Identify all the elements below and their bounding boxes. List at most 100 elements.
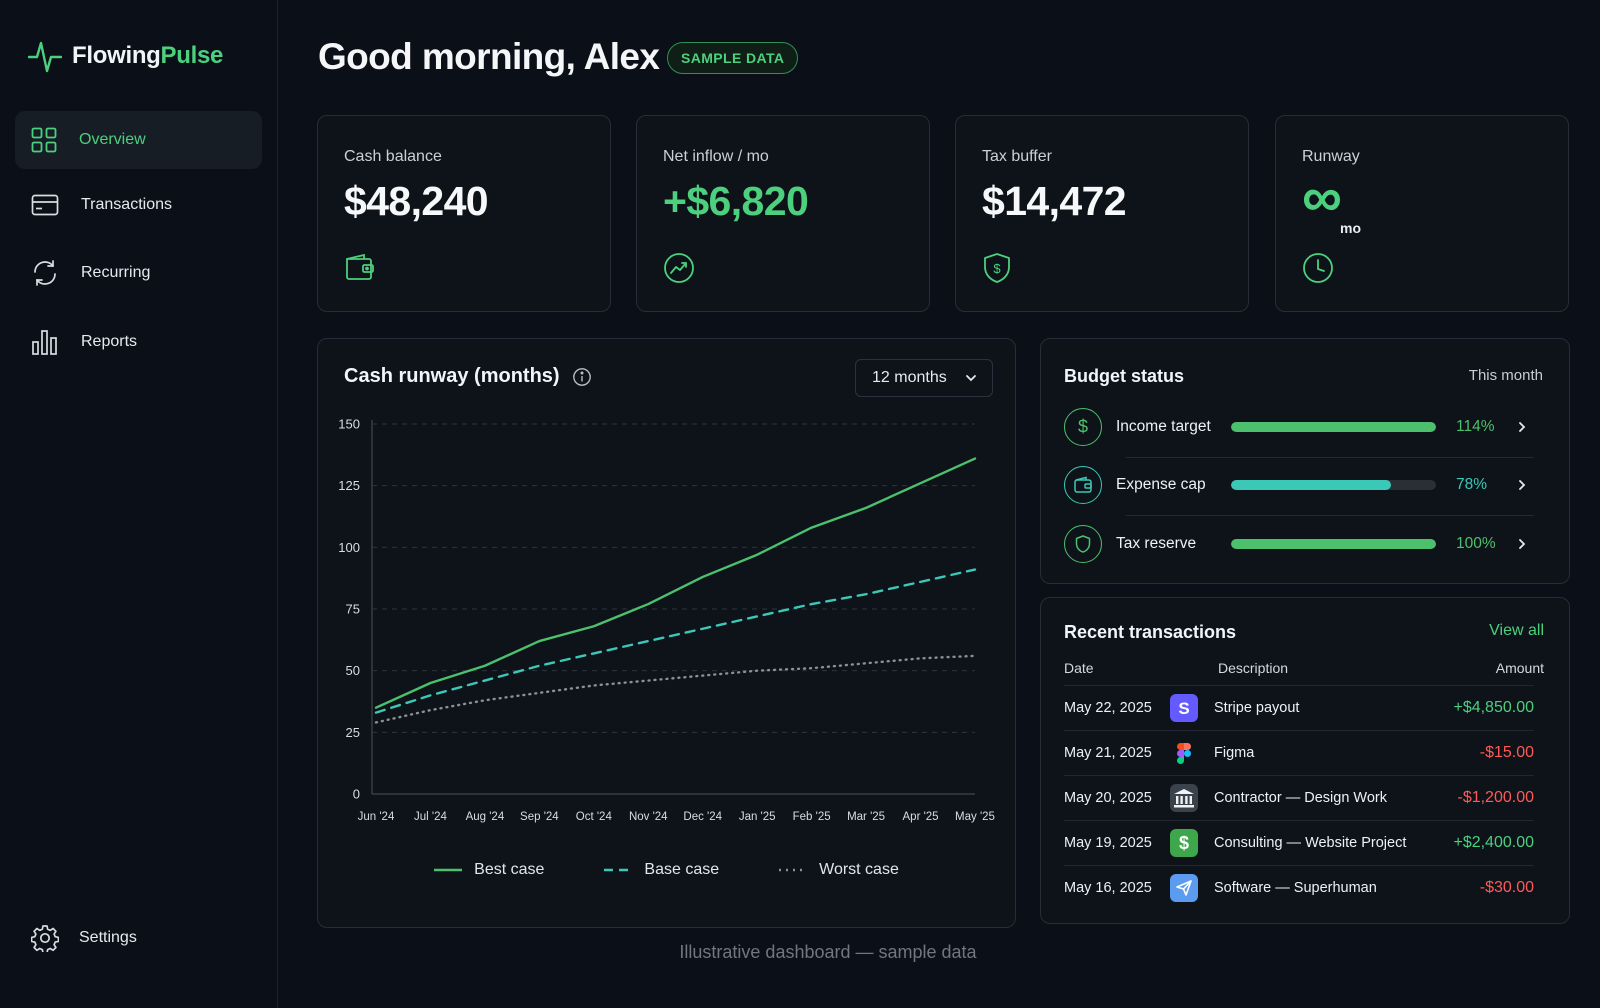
page-title: Good morning, Alex — [318, 36, 660, 77]
x-tick-label: Jan '25 — [739, 811, 776, 823]
budget-title: Budget status — [1064, 366, 1185, 386]
svg-text:$: $ — [1078, 417, 1088, 437]
info-icon[interactable] — [572, 367, 592, 387]
sidebar-item-reports[interactable]: Reports — [15, 313, 262, 371]
dollar-logo-icon: $ — [1170, 829, 1198, 857]
table-row[interactable]: May 16, 2025 Software — Superhuman -$30.… — [1064, 865, 1534, 910]
stat-card-net-inflow: Net inflow / mo +$6,820 — [636, 115, 930, 312]
stat-unit: mo — [1340, 220, 1361, 236]
range-select[interactable]: 12 months — [855, 359, 993, 397]
sidebar-item-transactions[interactable]: Transactions — [15, 176, 262, 234]
sample-data-badge: SAMPLE DATA — [667, 42, 799, 74]
stat-card-cash-balance: Cash balance $48,240 — [317, 115, 611, 312]
txn-description: Stripe payout — [1214, 700, 1300, 716]
range-select-value: 12 months — [872, 369, 947, 386]
budget-row-expense-cap[interactable]: Expense cap 78% — [1064, 456, 1534, 514]
table-row[interactable]: May 21, 2025 Figma -$15.00 — [1064, 730, 1534, 775]
table-row[interactable]: May 20, 2025 Contractor — Design Work -$… — [1064, 775, 1534, 820]
legend-label: Best case — [474, 861, 545, 878]
legend-item-best[interactable]: Best case — [434, 861, 544, 879]
txn-date: May 16, 2025 — [1064, 880, 1152, 896]
txn-date: May 22, 2025 — [1064, 700, 1152, 716]
x-tick-label: Mar '25 — [847, 811, 885, 823]
legend-item-worst[interactable]: Worst case — [779, 861, 899, 879]
main-content: Good morning, Alex SAMPLE DATA Cash bala… — [278, 0, 1600, 1008]
stripe-logo-icon: S — [1170, 694, 1198, 722]
sidebar-item-label: Reports — [81, 333, 138, 350]
sidebar-item-overview[interactable]: Overview — [15, 111, 262, 169]
x-tick-label: Apr '25 — [903, 811, 939, 823]
txn-description: Software — Superhuman — [1214, 880, 1377, 896]
txn-amount: -$30.00 — [1479, 879, 1534, 896]
txn-amount: +$4,850.00 — [1453, 699, 1534, 716]
x-tick-label: Aug '24 — [466, 811, 505, 823]
series-line-1 — [374, 568, 977, 714]
footer-note: Illustrative dashboard — sample data — [679, 942, 977, 962]
stat-label: Cash balance — [344, 148, 442, 165]
gear-icon — [31, 925, 59, 952]
transactions-title: Recent transactions — [1064, 622, 1237, 642]
column-header-amount: Amount — [1495, 660, 1544, 676]
budget-percent: 78% — [1456, 476, 1488, 493]
sidebar-item-label: Settings — [79, 929, 137, 946]
budget-percent: 114% — [1456, 418, 1495, 435]
txn-amount: -$1,200.00 — [1457, 789, 1534, 806]
x-tick-label: Jun '24 — [358, 811, 395, 823]
series-line-2 — [374, 654, 977, 724]
y-tick-label: 150 — [338, 417, 360, 432]
bank-icon — [1170, 784, 1198, 812]
legend-label: Base case — [644, 861, 720, 878]
stat-card-tax-buffer: Tax buffer $14,472 $ — [955, 115, 1249, 312]
budget-label: Income target — [1116, 418, 1211, 435]
y-tick-label: 125 — [338, 478, 360, 493]
view-all-link[interactable]: View all — [1489, 622, 1544, 639]
svg-text:$: $ — [993, 261, 1001, 276]
stat-label: Tax buffer — [982, 148, 1052, 165]
txn-date: May 19, 2025 — [1064, 835, 1152, 851]
sidebar-item-recurring[interactable]: Recurring — [15, 244, 262, 302]
chevron-right-icon — [1519, 422, 1526, 432]
column-header-description: Description — [1218, 660, 1289, 676]
budget-status-card: Budget status This month $ Income target… — [1040, 338, 1570, 584]
svg-text:S: S — [1178, 699, 1189, 717]
budget-label: Expense cap — [1116, 476, 1206, 493]
figma-logo-icon — [1170, 739, 1198, 767]
brand-logo[interactable]: FlowingPulse — [28, 38, 223, 74]
column-header-date: Date — [1064, 660, 1094, 676]
sidebar-item-settings[interactable]: Settings — [15, 909, 262, 967]
trend-up-icon — [664, 253, 694, 283]
progress-bar — [1231, 539, 1436, 549]
runway-line-chart: 0 25 50 75 100 125 150 Jun '24 Jul '24 Aug '24 Sep… — [338, 417, 995, 824]
chart-legend: Best case Base case Worst case — [318, 861, 1015, 879]
recent-transactions-card: Recent transactions View all Date Descri… — [1040, 597, 1570, 924]
shield-icon — [1064, 525, 1102, 563]
stat-card-runway: Runway ∞ mo — [1275, 115, 1569, 312]
chevron-right-icon — [1519, 539, 1526, 549]
y-tick-label: 75 — [346, 602, 360, 617]
sidebar-item-label: Overview — [79, 131, 146, 148]
row-divider — [1126, 457, 1534, 458]
y-tick-label: 50 — [346, 663, 360, 678]
budget-row-tax-reserve[interactable]: Tax reserve 100% — [1064, 515, 1534, 573]
series-line-0 — [374, 457, 977, 709]
budget-row-income-target[interactable]: $ Income target 114% — [1064, 398, 1534, 456]
txn-date: May 21, 2025 — [1064, 745, 1152, 761]
stat-label: Runway — [1302, 148, 1360, 165]
sidebar: FlowingPulse Overview Transactions Recur… — [0, 0, 278, 1008]
cash-runway-chart-card: Cash runway (months) 12 months 0 25 50 75 10… — [317, 338, 1016, 928]
card-icon — [31, 194, 59, 216]
table-row[interactable]: May 19, 2025 $ Consulting — Website Proj… — [1064, 820, 1534, 865]
legend-swatch-dashed — [604, 868, 633, 872]
legend-label: Worst case — [819, 861, 899, 878]
stat-value: ∞ — [1302, 165, 1342, 228]
x-tick-label: Sep '24 — [520, 811, 559, 823]
progress-bar — [1231, 422, 1436, 432]
brand-name: FlowingPulse — [72, 42, 224, 69]
stat-label: Net inflow / mo — [663, 148, 769, 165]
x-tick-label: Jul '24 — [414, 811, 447, 823]
sidebar-item-label: Transactions — [81, 196, 172, 213]
chart-title: Cash runway (months) — [344, 365, 592, 388]
clock-icon — [1303, 253, 1333, 283]
legend-item-base[interactable]: Base case — [604, 861, 719, 879]
table-row[interactable]: May 22, 2025 S Stripe payout +$4,850.00 — [1064, 685, 1534, 730]
